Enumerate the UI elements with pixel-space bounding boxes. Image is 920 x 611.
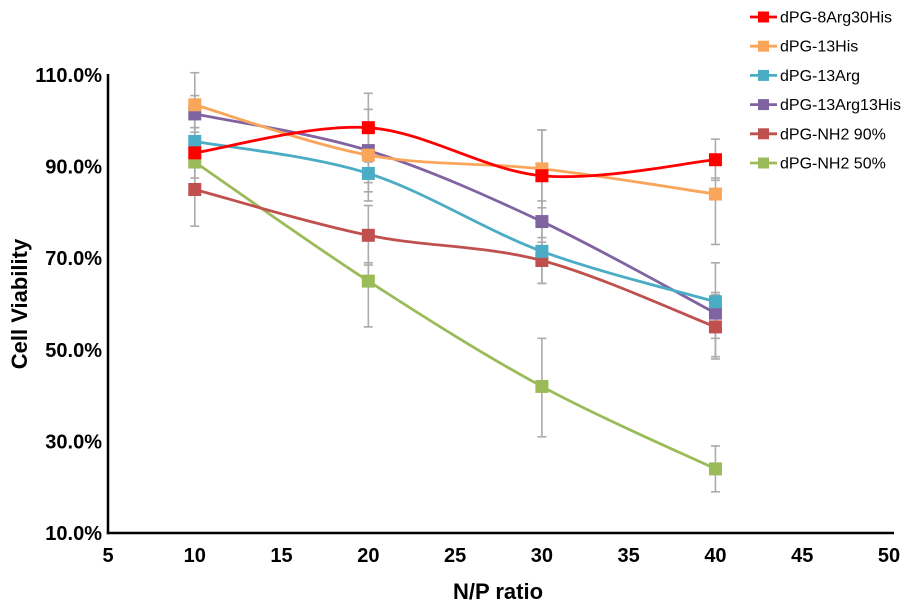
data-point-dpg-13his — [188, 98, 202, 112]
data-point-dpg-13arg — [535, 244, 549, 258]
data-point-dpg-8arg30his — [361, 121, 375, 135]
y-tick-label: 10.0% — [45, 523, 102, 545]
data-point-dpg-13arg — [361, 166, 375, 180]
y-tick-label: 110.0% — [35, 65, 102, 87]
x-tick-label: 50 — [878, 545, 900, 567]
x-tick-label: 35 — [618, 545, 640, 567]
legend-item-dpg-nh2-90: dPG-NH2 90% — [750, 126, 886, 143]
legend-item-label: dPG-13Arg — [780, 68, 860, 85]
x-tick-label: 30 — [531, 545, 553, 567]
data-point-dpg-13his — [708, 187, 722, 201]
series-layer — [188, 98, 722, 476]
series-line-dpg-13arg — [193, 140, 717, 304]
legend-marker-icon — [758, 69, 769, 81]
series-line-dpg-13arg13his — [193, 112, 717, 315]
data-point-dpg-13his — [361, 148, 375, 162]
y-tick-label: 70.0% — [45, 248, 102, 270]
data-point-dpg-8arg30his — [188, 146, 202, 160]
x-tick-label: 40 — [704, 545, 726, 567]
y-tick-label: 90.0% — [45, 157, 102, 179]
y-axis-title: Cell Viability — [7, 238, 32, 369]
series-line-dpg-nh2-50 — [193, 160, 717, 471]
legend-item-label: dPG-NH2 90% — [780, 126, 886, 143]
legend-item-dpg-13his: dPG-13His — [750, 39, 858, 56]
axes-layer — [106, 74, 894, 535]
data-point-dpg-8arg30his — [708, 153, 722, 167]
x-tick-label: 15 — [270, 545, 292, 567]
data-point-dpg-nh2-90 — [361, 228, 375, 242]
series-line-dpg-8arg30his — [193, 125, 717, 179]
legend: dPG-8Arg30His dPG-13His dPG-13Arg dPG-13Arg… — [750, 10, 901, 173]
data-point-dpg-nh2-90 — [708, 320, 722, 334]
series-dpg-13his — [188, 98, 722, 201]
legend-marker-icon — [758, 11, 769, 23]
series-line-dpg-13his — [193, 103, 717, 196]
data-point-dpg-nh2-90 — [188, 183, 202, 196]
data-point-dpg-nh2-50 — [361, 274, 375, 288]
x-tick-label: 5 — [102, 545, 113, 567]
legend-item-label: dPG-13Arg13His — [780, 97, 901, 114]
x-axis-title: N/P ratio — [453, 579, 543, 604]
series-dpg-nh2-50 — [188, 155, 722, 476]
ticks-layer: 110.0% 90.0% 70.0% 50.0% 30.0% 10.0%5 10 15 20 25… — [35, 65, 900, 567]
series-line-dpg-nh2-90 — [193, 188, 717, 329]
legend-item-label: dPG-8Arg30His — [780, 10, 892, 27]
x-tick-label: 45 — [791, 545, 813, 567]
legend-marker-icon — [758, 99, 769, 111]
data-point-dpg-13arg — [708, 295, 722, 309]
data-point-dpg-nh2-50 — [535, 379, 549, 393]
series-dpg-nh2-90 — [188, 183, 722, 334]
x-tick-label: 25 — [444, 545, 466, 567]
y-tick-label: 50.0% — [45, 340, 102, 362]
legend-item-label: dPG-NH2 50% — [780, 156, 886, 173]
y-tick-label: 30.0% — [45, 431, 102, 453]
legend-marker-icon — [758, 157, 769, 169]
data-point-dpg-13arg — [188, 134, 202, 148]
legend-item-label: dPG-13His — [780, 39, 858, 56]
error-bar — [363, 261, 373, 328]
series-dpg-8arg30his — [188, 121, 722, 183]
data-point-dpg-13arg13his — [535, 215, 549, 229]
legend-item-dpg-13arg: dPG-13Arg — [750, 68, 860, 85]
legend-item-dpg-nh2-50: dPG-NH2 50% — [750, 156, 886, 173]
data-point-dpg-13arg13his — [708, 306, 722, 320]
data-point-dpg-nh2-50 — [708, 462, 722, 476]
x-tick-label: 20 — [357, 545, 379, 567]
data-point-dpg-8arg30his — [535, 169, 549, 183]
legend-marker-icon — [758, 40, 769, 52]
legend-item-dpg-13arg13his: dPG-13Arg13His — [750, 97, 901, 114]
series-dpg-13arg — [188, 134, 722, 309]
legend-item-dpg-8arg30his: dPG-8Arg30His — [750, 10, 892, 27]
x-tick-label: 10 — [184, 545, 206, 567]
legend-marker-icon — [758, 128, 769, 140]
